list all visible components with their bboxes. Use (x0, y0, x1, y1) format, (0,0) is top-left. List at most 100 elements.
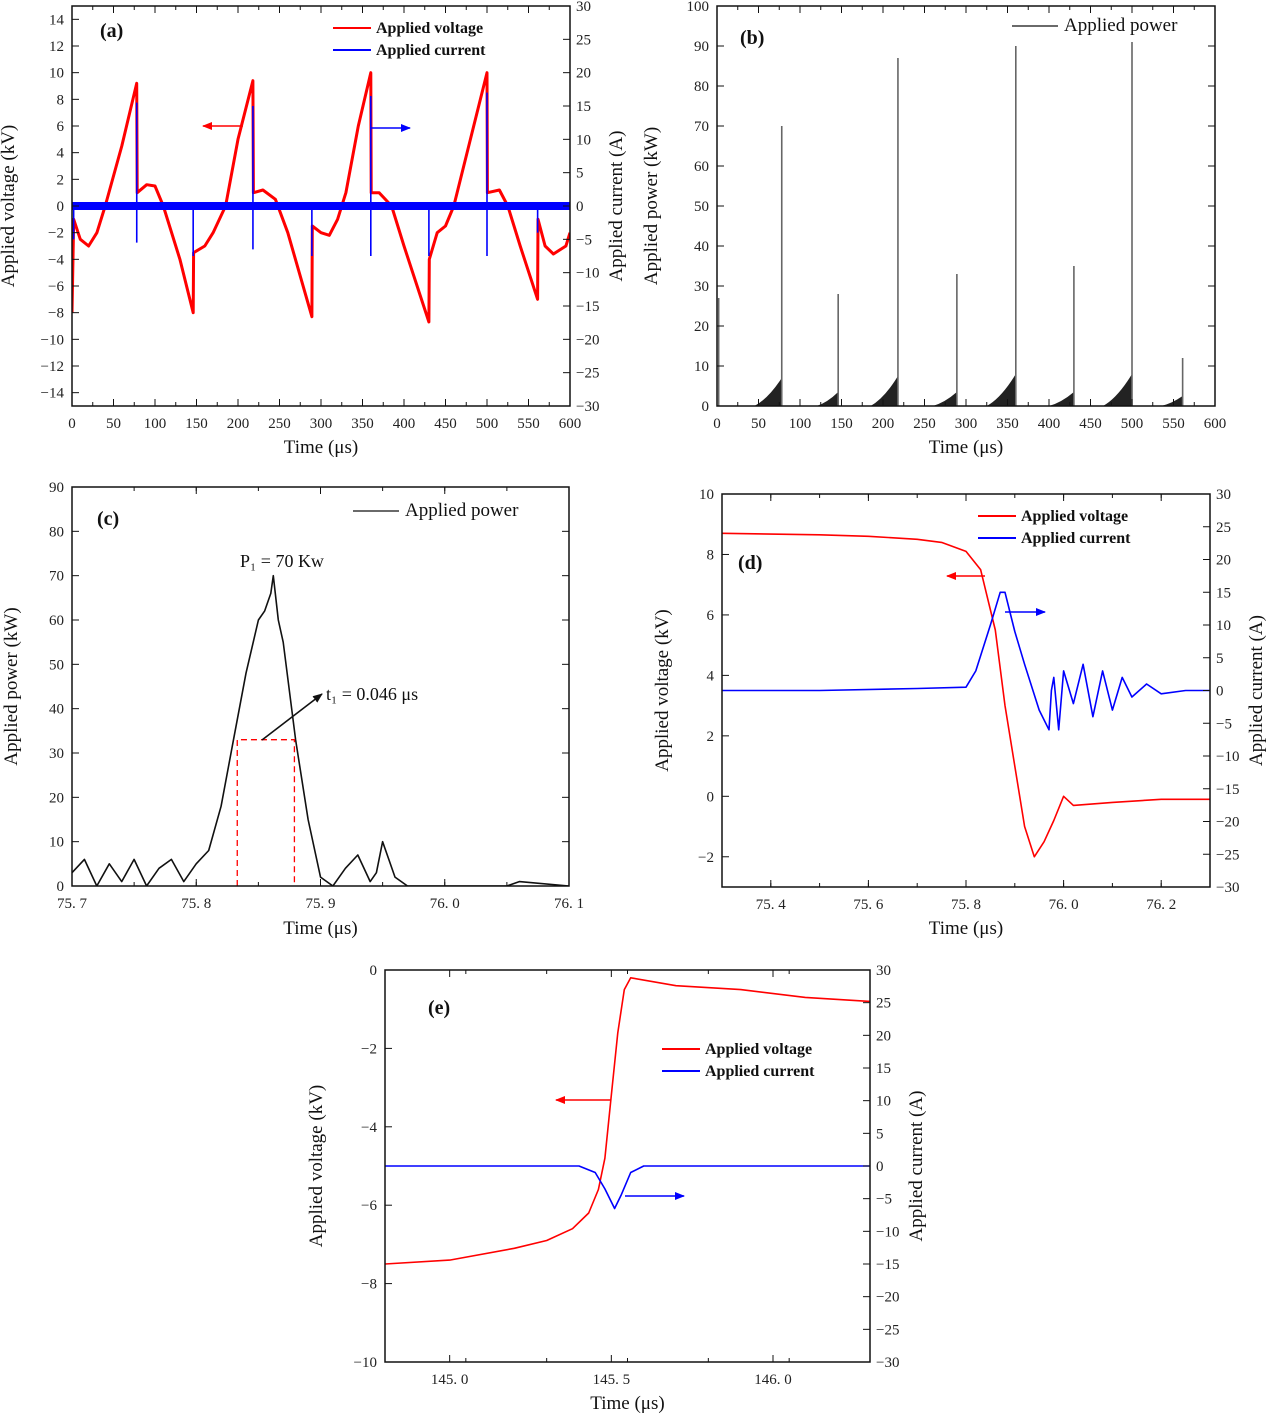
y2-tick-label: −5 (1216, 716, 1232, 732)
y2-tick-label: 0 (876, 1159, 884, 1175)
x-tick-label: 150 (830, 416, 853, 432)
power-hump (932, 392, 957, 406)
y2-axis-label: Applied current (A) (606, 131, 627, 282)
power-hump (754, 378, 782, 406)
series-d-applied-voltage (722, 532, 1210, 858)
y2-tick-label: 25 (876, 996, 891, 1012)
x-tick-label: 300 (310, 416, 333, 432)
y-tick-label: 50 (694, 199, 709, 215)
power-hump (986, 374, 1016, 406)
y2-tick-label: −25 (576, 366, 599, 382)
x-tick-label: 450 (1079, 416, 1102, 432)
y2-tick-label: 0 (576, 199, 584, 215)
x-tick-label: 0 (68, 416, 76, 432)
panel-label: (a) (100, 20, 123, 42)
y2-tick-label: 5 (876, 1126, 884, 1142)
y2-tick-label: 15 (876, 1061, 891, 1077)
y2-axis-label: Applied current (A) (1246, 615, 1267, 766)
legend-label: Applied current (1021, 530, 1131, 547)
y-axis-label: Applied voltage (kV) (0, 125, 19, 288)
y-tick-label: 6 (707, 608, 715, 624)
x-tick-label: 500 (1121, 416, 1144, 432)
legend-label: Applied current (705, 1063, 815, 1080)
x-tick-label: 145. 0 (431, 1372, 469, 1388)
y2-tick-label: 30 (1216, 487, 1231, 503)
y-tick-label: 14 (49, 12, 65, 28)
x-tick-label: 100 (789, 416, 812, 432)
y2-tick-label: 20 (1216, 553, 1231, 569)
x-tick-label: 250 (268, 416, 291, 432)
y-tick-label: −6 (48, 279, 64, 295)
x-axis-label: Time (μs) (590, 1393, 664, 1414)
x-tick-label: 76. 0 (1049, 897, 1079, 913)
x-tick-label: 450 (434, 416, 457, 432)
y-tick-label: 70 (694, 119, 709, 135)
x-tick-label: 350 (996, 416, 1019, 432)
axis-indicator-arrow (261, 693, 323, 741)
y-axis-label: Applied voltage (kV) (652, 609, 673, 772)
y-tick-label: −2 (48, 226, 64, 242)
y-tick-label: 60 (694, 159, 709, 175)
legend-label: Applied voltage (705, 1041, 812, 1058)
power-hump (816, 392, 839, 406)
y-tick-label: 0 (57, 199, 65, 215)
x-tick-label: 50 (751, 416, 766, 432)
x-tick-label: 600 (559, 416, 582, 432)
y-tick-label: 40 (694, 239, 709, 255)
x-tick-label: 75. 9 (306, 896, 336, 912)
y2-tick-label: 25 (576, 32, 591, 48)
panel-label: (c) (97, 508, 119, 530)
y2-tick-label: −15 (1216, 782, 1239, 798)
y-tick-label: −4 (361, 1120, 377, 1136)
x-tick-label: 75. 8 (181, 896, 211, 912)
y2-tick-label: −15 (576, 299, 599, 315)
y-tick-label: 0 (702, 399, 710, 415)
y-tick-label: 20 (694, 319, 709, 335)
y-tick-label: 2 (707, 729, 715, 745)
y-tick-label: 90 (694, 39, 709, 55)
y-tick-label: 0 (370, 963, 378, 979)
y2-tick-label: −20 (876, 1290, 899, 1306)
x-tick-label: 0 (713, 416, 721, 432)
y-tick-label: −10 (41, 332, 64, 348)
plot-area-a (72, 71, 570, 324)
y-tick-label: −8 (48, 306, 64, 322)
y-tick-label: 90 (49, 480, 64, 496)
y-axis-label: Applied voltage (kV) (306, 1085, 327, 1248)
x-tick-label: 550 (1162, 416, 1185, 432)
power-hump (1049, 392, 1074, 406)
series-d-applied-current (722, 591, 1210, 731)
x-tick-label: 76. 0 (430, 896, 460, 912)
plot-frame (71, 486, 570, 887)
x-tick-label: 400 (393, 416, 416, 432)
y2-tick-label: −10 (876, 1224, 899, 1240)
x-tick-label: 200 (227, 416, 250, 432)
power-hump (1102, 374, 1132, 406)
panel-label: (e) (428, 997, 450, 1019)
y-tick-label: 100 (687, 0, 710, 15)
y2-tick-label: 10 (576, 132, 591, 148)
series-e-applied-voltage (385, 976, 870, 1265)
x-axis-label: Time (μs) (929, 918, 1003, 939)
y2-tick-label: 5 (576, 166, 584, 182)
y2-tick-label: 0 (1216, 684, 1224, 700)
x-tick-label: 76. 2 (1146, 897, 1176, 913)
y2-tick-label: 30 (576, 0, 591, 15)
y-tick-label: −14 (41, 386, 65, 402)
y-tick-label: 8 (57, 92, 65, 108)
panel-b: 0 50 100 150 200 250 300 350 400 450 500 550 600 0 10 2… (641, 0, 1226, 458)
y2-tick-label: −5 (576, 232, 592, 248)
x-tick-label: 250 (913, 416, 936, 432)
power-hump (870, 376, 898, 406)
y-tick-label: 40 (49, 702, 64, 718)
series-e-applied-current (385, 1165, 870, 1210)
y-tick-label: 10 (694, 359, 709, 375)
y2-tick-label: 20 (876, 1028, 891, 1044)
y-tick-label: 4 (707, 668, 715, 684)
y-tick-label: 60 (49, 613, 64, 629)
y2-tick-label: −15 (876, 1257, 899, 1273)
y-tick-label: 20 (49, 790, 64, 806)
panel-d: 75. 4 75. 6 75. 8 76. 0 76. 2−20246810−30−25… (652, 487, 1267, 939)
x-tick-label: 150 (185, 416, 208, 432)
